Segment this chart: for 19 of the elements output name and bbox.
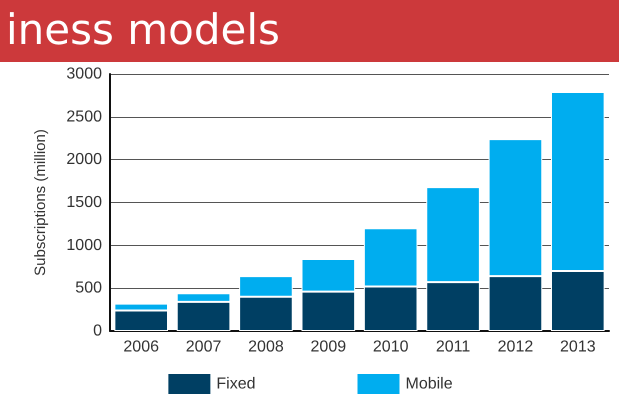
legend-label: Mobile	[405, 376, 453, 392]
x-tick-label: 2010	[372, 338, 409, 356]
y-tick-label: 2000	[66, 151, 102, 168]
y-tick-label: 0	[93, 322, 102, 340]
x-tick-label: 2009	[310, 338, 346, 356]
y-tick-label: 1500	[66, 194, 102, 211]
x-tick-label: 2013	[560, 338, 596, 356]
x-tick-label: 2008	[248, 338, 284, 356]
y-tick-label: 500	[75, 280, 102, 297]
x-tick-label: 2007	[186, 338, 222, 356]
y-tick-label: 3000	[66, 66, 102, 82]
chart-title: iness models	[0, 0, 619, 62]
legend-label: Fixed	[216, 376, 256, 392]
y-tick-label: 2500	[66, 108, 102, 126]
x-tick-label: 2011	[436, 338, 470, 356]
x-tick-label: 2012	[498, 338, 534, 356]
y-axis-title: Subscriptions (million)	[32, 129, 49, 276]
x-tick-label: 2006	[123, 338, 160, 356]
y-tick-label: 1000	[66, 236, 102, 254]
